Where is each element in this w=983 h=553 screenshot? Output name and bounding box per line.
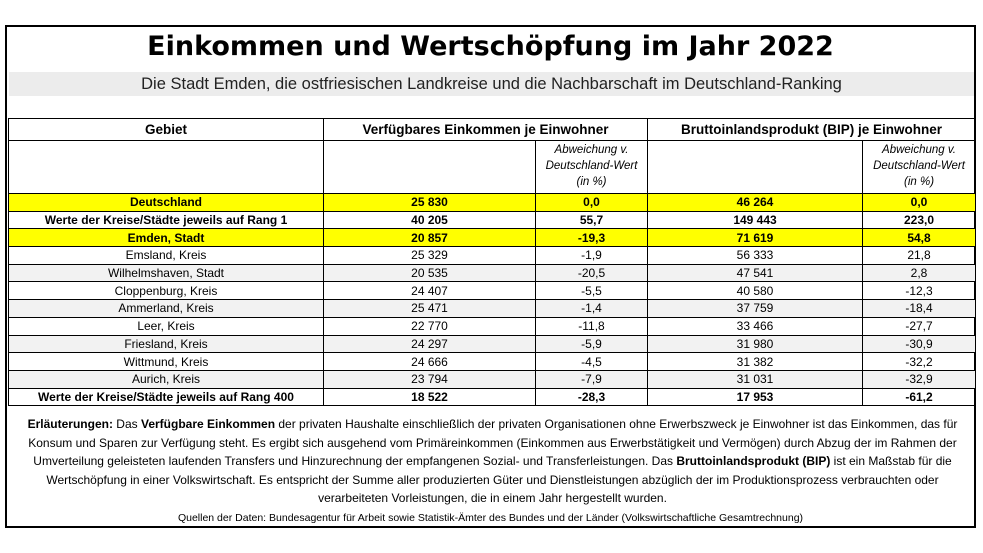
cell-bip-abw: 0,0 xyxy=(862,193,977,212)
cell-einkommen-abw: -20,5 xyxy=(534,263,649,283)
cell-einkommen: 20 535 xyxy=(323,263,536,283)
cell-bip: 47 541 xyxy=(647,263,864,283)
table-row: Werte der Kreise/Städte jeweils auf Rang… xyxy=(8,387,977,407)
cell-einkommen: 25 329 xyxy=(323,246,536,265)
notes-text: ist ein Maßstab für die Wertschöpfung in… xyxy=(46,454,952,505)
table-subheader-row: Abweichung v. Deutschland-Wert (in %) Ab… xyxy=(8,140,977,194)
subheader-einkommen-abweichung: Abweichung v. Deutschland-Wert (in %) xyxy=(534,140,649,194)
cell-einkommen-abw: -4,5 xyxy=(534,352,649,371)
cell-gebiet: Cloppenburg, Kreis xyxy=(8,281,324,301)
cell-einkommen: 20 857 xyxy=(323,228,536,248)
cell-einkommen-abw: -28,3 xyxy=(534,387,649,407)
notes-text: der privaten Haushalte einschließlich de… xyxy=(28,417,958,468)
cell-bip-abw: -32,2 xyxy=(862,352,977,371)
cell-gebiet: Friesland, Kreis xyxy=(8,334,324,354)
cell-bip-abw: -61,2 xyxy=(862,387,977,407)
cell-bip-abw: -32,9 xyxy=(862,369,977,389)
cell-gebiet: Wittmund, Kreis xyxy=(8,352,324,371)
table-row: Leer, Kreis 22 770 -11,8 33 466 -27,7 xyxy=(8,316,977,336)
data-table: Gebiet Verfügbares Einkommen je Einwohne… xyxy=(8,118,977,407)
cell-bip: 31 031 xyxy=(647,369,864,389)
cell-bip-abw: 2,8 xyxy=(862,263,977,283)
cell-gebiet: Werte der Kreise/Städte jeweils auf Rang… xyxy=(8,210,324,230)
table-row: Deutschland 25 830 0,0 46 264 0,0 xyxy=(8,193,977,212)
header-einkommen: Verfügbares Einkommen je Einwohner xyxy=(322,118,649,141)
table-row: Werte der Kreise/Städte jeweils auf Rang… xyxy=(8,210,977,230)
cell-bip: 56 333 xyxy=(647,246,864,265)
cell-einkommen-abw: -1,9 xyxy=(534,246,649,265)
cell-bip-abw: -30,9 xyxy=(862,334,977,354)
cell-bip: 46 264 xyxy=(647,193,864,212)
cell-bip-abw: -27,7 xyxy=(862,316,977,336)
notes-term-bip: Bruttoinlandsprodukt (BIP) xyxy=(676,454,831,468)
cell-einkommen-abw: -5,5 xyxy=(534,281,649,301)
cell-einkommen: 25 471 xyxy=(323,299,536,318)
notes-label: Erläuterungen: xyxy=(27,417,113,431)
cell-einkommen-abw: 55,7 xyxy=(534,210,649,230)
cell-bip: 71 619 xyxy=(647,228,864,248)
cell-bip: 31 382 xyxy=(647,352,864,371)
cell-bip: 37 759 xyxy=(647,299,864,318)
cell-bip-abw: 223,0 xyxy=(862,210,977,230)
cell-bip-abw: 54,8 xyxy=(862,228,977,248)
cell-einkommen: 24 407 xyxy=(323,281,536,301)
cell-einkommen-abw: -1,4 xyxy=(534,299,649,318)
cell-bip: 33 466 xyxy=(647,316,864,336)
table-row: Ammerland, Kreis 25 471 -1,4 37 759 -18,4 xyxy=(8,299,977,318)
table-row: Aurich, Kreis 23 794 -7,9 31 031 -32,9 xyxy=(8,369,977,389)
cell-gebiet: Aurich, Kreis xyxy=(8,369,324,389)
table-row: Emsland, Kreis 25 329 -1,9 56 333 21,8 xyxy=(8,246,977,265)
table-header-row: Gebiet Verfügbares Einkommen je Einwohne… xyxy=(8,118,977,141)
subheader-empty xyxy=(647,140,864,194)
cell-bip-abw: 21,8 xyxy=(862,246,977,265)
header-bip: Bruttoinlandsprodukt (BIP) je Einwohner xyxy=(647,118,977,141)
table-row: Wittmund, Kreis 24 666 -4,5 31 382 -32,2 xyxy=(8,352,977,371)
source-note: Quellen der Daten: Bundesagentur für Arb… xyxy=(177,512,804,524)
cell-bip-abw: -12,3 xyxy=(862,281,977,301)
subheader-empty xyxy=(323,140,536,194)
cell-einkommen-abw: -5,9 xyxy=(534,334,649,354)
cell-gebiet: Werte der Kreise/Städte jeweils auf Rang… xyxy=(8,387,324,407)
cell-bip: 17 953 xyxy=(647,387,864,407)
page-subtitle: Die Stadt Emden, die ostfriesischen Land… xyxy=(9,72,974,96)
notes-text: Das xyxy=(112,417,141,431)
notes-paragraph: Erläuterungen: Das Verfügbare Einkommen … xyxy=(15,415,970,508)
cell-bip: 31 980 xyxy=(647,334,864,354)
cell-gebiet: Emsland, Kreis xyxy=(8,246,324,265)
cell-einkommen: 40 205 xyxy=(323,210,536,230)
table-row: Emden, Stadt 20 857 -19,3 71 619 54,8 xyxy=(8,228,977,248)
cell-gebiet: Leer, Kreis xyxy=(8,316,324,336)
page-title: Einkommen und Wertschöpfung im Jahr 2022 xyxy=(147,31,834,62)
cell-bip: 149 443 xyxy=(647,210,864,230)
subheader-bip-abweichung: Abweichung v. Deutschland-Wert (in %) xyxy=(862,140,977,194)
cell-gebiet: Emden, Stadt xyxy=(8,228,324,248)
table-row: Cloppenburg, Kreis 24 407 -5,5 40 580 -12,3 xyxy=(8,281,977,301)
subheader-empty xyxy=(8,140,324,194)
cell-einkommen: 24 297 xyxy=(323,334,536,354)
cell-einkommen: 24 666 xyxy=(323,352,536,371)
cell-einkommen: 22 770 xyxy=(323,316,536,336)
table-body: Deutschland 25 830 0,0 46 264 0,0 Werte der K… xyxy=(8,193,977,407)
cell-bip-abw: -18,4 xyxy=(862,299,977,318)
document-frame: Einkommen und Wertschöpfung im Jahr 2022… xyxy=(5,25,977,528)
table-row: Wilhelmshaven, Stadt 20 535 -20,5 47 541 2,8 xyxy=(8,263,977,283)
cell-gebiet: Ammerland, Kreis xyxy=(8,299,324,318)
cell-gebiet: Deutschland xyxy=(8,193,324,212)
cell-einkommen: 25 830 xyxy=(323,193,536,212)
cell-bip: 40 580 xyxy=(647,281,864,301)
cell-einkommen-abw: -19,3 xyxy=(534,228,649,248)
cell-einkommen-abw: 0,0 xyxy=(534,193,649,212)
header-gebiet: Gebiet xyxy=(8,118,324,141)
cell-einkommen-abw: -11,8 xyxy=(534,316,649,336)
cell-einkommen-abw: -7,9 xyxy=(534,369,649,389)
cell-einkommen: 23 794 xyxy=(323,369,536,389)
cell-gebiet: Wilhelmshaven, Stadt xyxy=(8,263,324,283)
table-row: Friesland, Kreis 24 297 -5,9 31 980 -30,9 xyxy=(8,334,977,354)
notes-term-einkommen: Verfügbare Einkommen xyxy=(140,417,276,431)
cell-einkommen: 18 522 xyxy=(323,387,536,407)
